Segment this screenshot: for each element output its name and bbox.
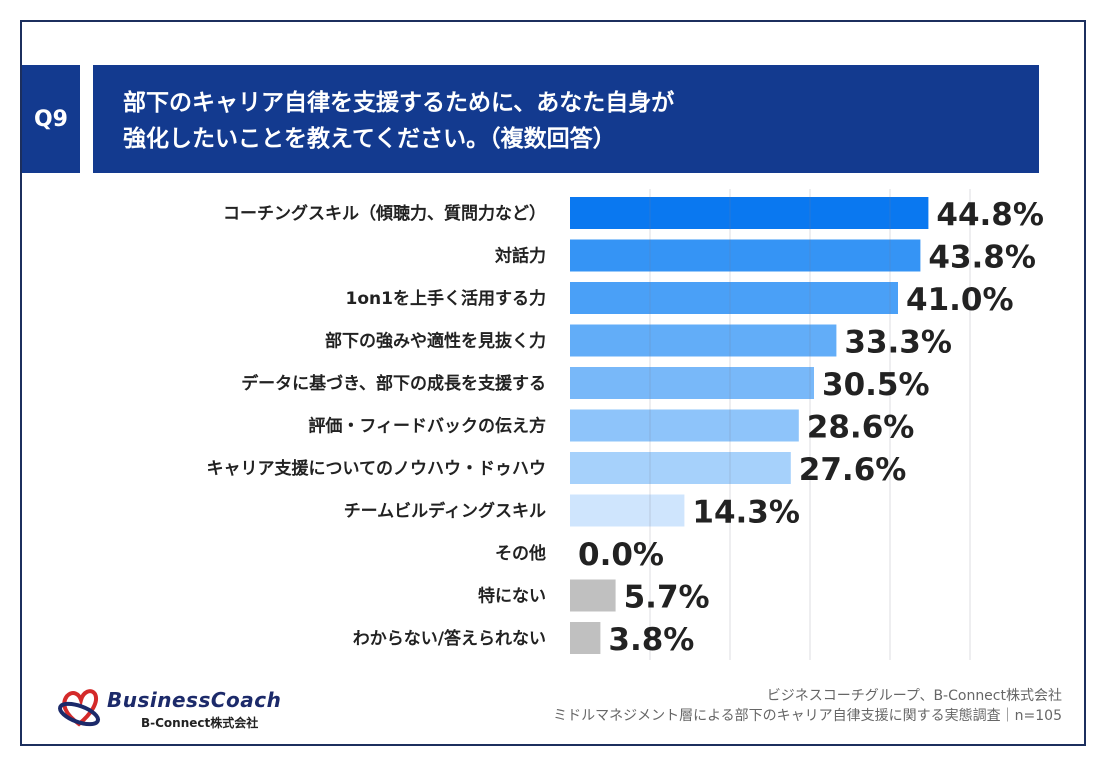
title-line-1: 部下のキャリア自律を支援するために、あなた自身が xyxy=(123,90,675,116)
logo-company: B-Connect株式会社 xyxy=(141,716,259,730)
category-label: 評価・フィードバックの伝え方 xyxy=(308,416,546,437)
bar xyxy=(570,282,898,314)
source-line-2: ミドルマネジメント層による部下のキャリア自律支援に関する実態調査｜n=105 xyxy=(553,708,1062,724)
category-label: 対話力 xyxy=(494,246,546,267)
business-coach-logo: BusinessCoach B-Connect株式会社 xyxy=(55,684,315,734)
source-line-1: ビジネスコーチグループ、B-Connect株式会社 xyxy=(766,688,1062,704)
question-title: 部下のキャリア自律を支援するために、あなた自身が 強化したいことを教えてください… xyxy=(93,65,1039,173)
heart-logo-icon xyxy=(58,689,100,727)
category-label: コーチングスキル（傾聴力、質問力など） xyxy=(223,203,546,224)
value-label: 3.8% xyxy=(608,622,694,658)
bar xyxy=(570,324,837,357)
bar xyxy=(570,494,685,527)
source-note: ビジネスコーチグループ、B-Connect株式会社 ミドルマネジメント層による部… xyxy=(553,686,1062,726)
bar xyxy=(570,367,814,399)
value-label: 41.0% xyxy=(906,282,1014,318)
category-label: データに基づき、部下の成長を支援する xyxy=(241,373,546,394)
bar xyxy=(570,197,929,229)
value-label: 30.5% xyxy=(822,367,930,403)
value-label: 28.6% xyxy=(807,410,915,446)
bar xyxy=(570,622,601,654)
category-label: 特にない xyxy=(478,586,546,607)
value-label: 27.6% xyxy=(799,452,907,488)
bar xyxy=(570,409,799,442)
bar xyxy=(570,452,791,484)
category-label: 1on1を上手く活用する力 xyxy=(346,288,546,309)
value-label: 5.7% xyxy=(624,580,710,616)
value-label: 44.8% xyxy=(936,197,1044,233)
category-label: わからない/答えられない xyxy=(353,628,546,649)
bar xyxy=(570,239,921,272)
value-label: 43.8% xyxy=(928,240,1036,276)
value-label: 0.0% xyxy=(578,537,664,573)
category-label: キャリア支援についてのノウハウ・ドゥハウ xyxy=(207,458,547,479)
category-label: 部下の強みや適性を見抜く力 xyxy=(325,331,546,352)
bar xyxy=(570,579,616,612)
logo-brand: BusinessCoach xyxy=(107,688,282,712)
outer-frame xyxy=(20,20,1086,746)
question-number: Q9 xyxy=(22,65,80,173)
value-label: 33.3% xyxy=(844,325,952,361)
value-label: 14.3% xyxy=(692,495,800,531)
category-label: チームビルディングスキル xyxy=(344,501,546,522)
category-label: その他 xyxy=(495,543,546,564)
title-line-2: 強化したいことを教えてください。（複数回答） xyxy=(123,126,616,152)
